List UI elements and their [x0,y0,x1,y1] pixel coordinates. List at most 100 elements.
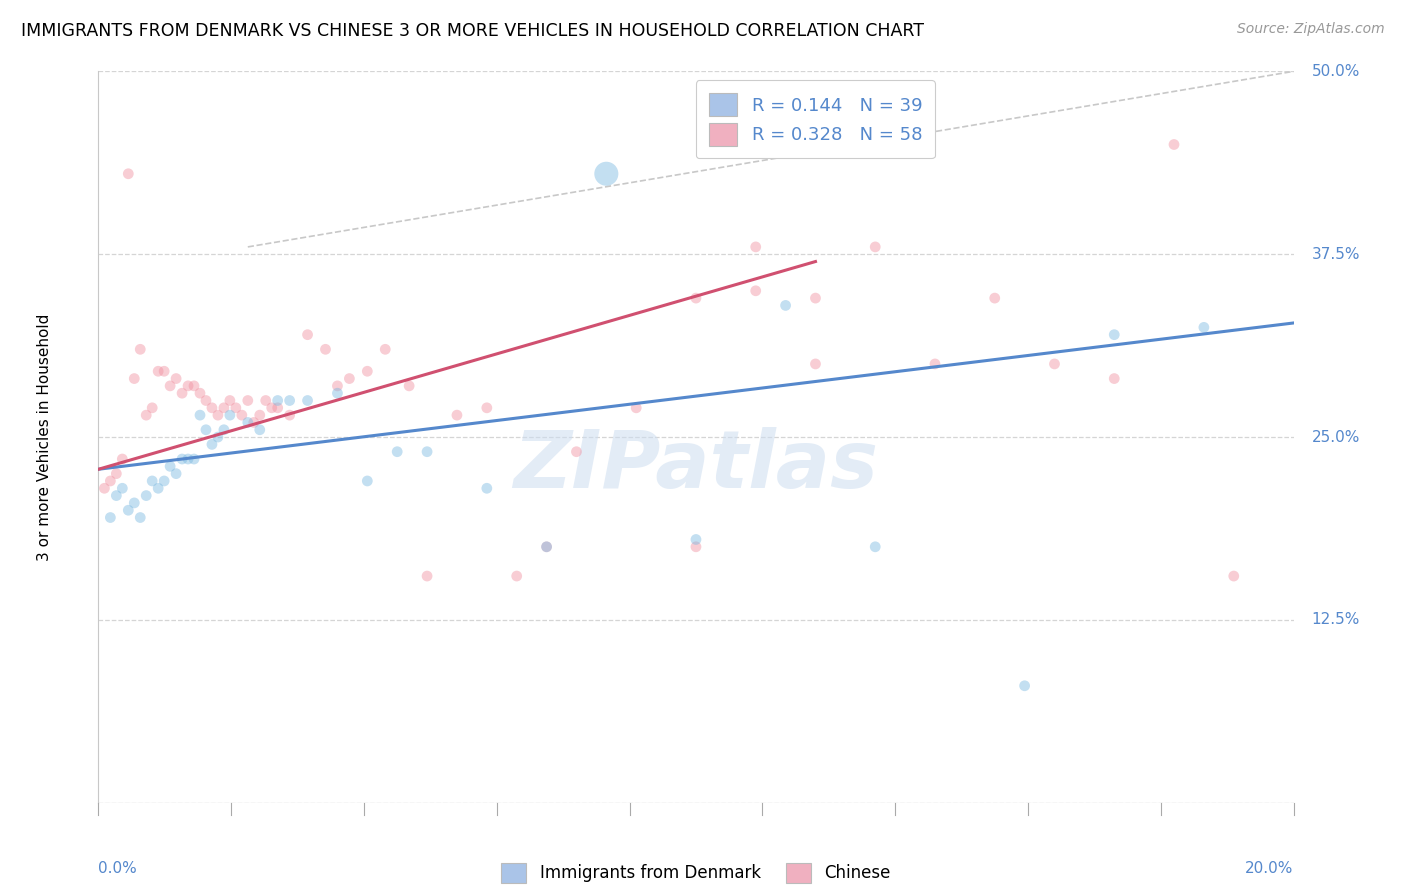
Point [1223,569,1246,583]
Point [212,423,235,437]
Point [339,371,360,385]
Point [260,401,283,415]
Point [105,489,128,503]
Point [212,401,235,415]
Text: IMMIGRANTS FROM DENMARK VS CHINESE 3 OR MORE VEHICLES IN HOUSEHOLD CORRELATION C: IMMIGRANTS FROM DENMARK VS CHINESE 3 OR … [21,22,924,40]
Point [188,386,211,401]
Point [177,379,200,393]
Point [745,284,768,298]
Point [475,481,498,495]
Text: 25.0%: 25.0% [1312,430,1360,444]
Point [1163,137,1185,152]
Point [153,364,176,378]
Point [536,540,558,554]
Point [188,408,211,422]
Point [267,401,290,415]
Point [315,343,337,357]
Point [595,167,617,181]
Text: 50.0%: 50.0% [1312,64,1360,78]
Point [243,416,266,430]
Point [267,393,290,408]
Point [159,459,181,474]
Point [506,569,529,583]
Point [201,437,224,451]
Point [254,393,277,408]
Point [124,496,146,510]
Point [1104,371,1126,385]
Point [98,510,122,524]
Point [207,430,229,444]
Point [278,408,301,422]
Text: Source: ZipAtlas.com: Source: ZipAtlas.com [1237,22,1385,37]
Point [165,371,187,385]
Point [183,379,205,393]
Legend: Immigrants from Denmark, Chinese: Immigrants from Denmark, Chinese [495,856,897,889]
Point [148,364,170,378]
Point [117,503,139,517]
Point [685,533,707,547]
Point [207,408,229,422]
Point [135,489,157,503]
Point [172,386,194,401]
Point [124,371,146,385]
Point [159,379,181,393]
Point [297,327,319,342]
Text: 12.5%: 12.5% [1312,613,1360,627]
Point [129,510,152,524]
Point [219,408,242,422]
Point [111,481,134,495]
Point [983,291,1005,305]
Point [98,474,122,488]
Point [745,240,768,254]
Point [1104,327,1126,342]
Point [326,379,349,393]
Point [236,416,259,430]
Text: 20.0%: 20.0% [1246,862,1294,876]
Point [804,357,827,371]
Point [201,401,224,415]
Point [172,452,194,467]
Point [278,393,301,408]
Point [685,540,707,554]
Point [865,540,887,554]
Point [105,467,128,481]
Point [775,298,797,312]
Point [249,408,271,422]
Point [924,357,946,371]
Point [1192,320,1215,334]
Point [804,291,827,305]
Text: 3 or more Vehicles in Household: 3 or more Vehicles in Household [37,313,52,561]
Point [148,481,170,495]
Point [297,393,319,408]
Point [194,423,218,437]
Point [117,167,139,181]
Point [194,393,218,408]
Point [1014,679,1036,693]
Point [565,444,588,458]
Point [249,423,271,437]
Point [398,379,420,393]
Point [416,444,439,458]
Point [165,467,187,481]
Point [183,452,205,467]
Text: ZIPatlas: ZIPatlas [513,427,879,506]
Point [326,386,349,401]
Point [446,408,468,422]
Point [141,401,163,415]
Point [111,452,134,467]
Point [536,540,558,554]
Point [374,343,396,357]
Point [1043,357,1066,371]
Point [475,401,498,415]
Point [177,452,200,467]
Point [685,291,707,305]
Point [225,401,247,415]
Text: 0.0%: 0.0% [98,862,138,876]
Point [135,408,157,422]
Point [141,474,163,488]
Point [356,364,378,378]
Point [356,474,378,488]
Point [231,408,253,422]
Point [865,240,887,254]
Point [624,401,647,415]
